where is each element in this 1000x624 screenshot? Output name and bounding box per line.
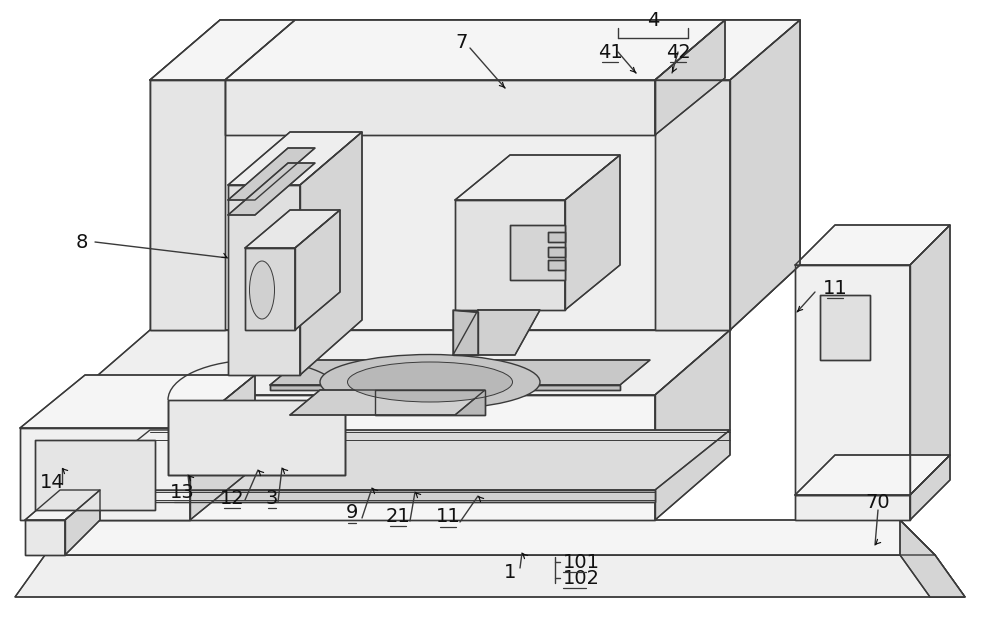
Polygon shape xyxy=(150,80,225,330)
Polygon shape xyxy=(150,80,730,330)
Polygon shape xyxy=(655,20,800,80)
Polygon shape xyxy=(245,248,295,330)
Polygon shape xyxy=(228,148,315,200)
Polygon shape xyxy=(225,20,725,80)
Text: 11: 11 xyxy=(823,278,847,298)
Polygon shape xyxy=(45,520,935,555)
Polygon shape xyxy=(548,260,565,270)
Polygon shape xyxy=(820,295,870,360)
Text: 8: 8 xyxy=(76,233,88,251)
Polygon shape xyxy=(228,132,362,185)
Polygon shape xyxy=(270,385,620,390)
Polygon shape xyxy=(730,20,800,330)
Text: 11: 11 xyxy=(436,507,460,527)
Polygon shape xyxy=(655,20,725,135)
Text: 12: 12 xyxy=(220,489,244,507)
Polygon shape xyxy=(270,360,650,385)
Text: 42: 42 xyxy=(666,42,690,62)
Polygon shape xyxy=(190,375,255,520)
Polygon shape xyxy=(25,520,65,555)
Polygon shape xyxy=(150,20,295,80)
Polygon shape xyxy=(225,80,655,135)
Ellipse shape xyxy=(320,354,540,409)
Polygon shape xyxy=(795,265,910,495)
Polygon shape xyxy=(25,490,100,520)
Polygon shape xyxy=(510,225,565,280)
Polygon shape xyxy=(228,163,315,215)
Text: 14: 14 xyxy=(40,472,64,492)
Text: 9: 9 xyxy=(346,504,358,522)
Text: 1: 1 xyxy=(504,562,516,582)
Polygon shape xyxy=(295,210,340,330)
Text: 101: 101 xyxy=(563,552,600,572)
Polygon shape xyxy=(655,330,730,520)
Polygon shape xyxy=(730,20,800,330)
Polygon shape xyxy=(15,555,965,597)
Polygon shape xyxy=(795,495,910,520)
Polygon shape xyxy=(65,490,100,555)
Polygon shape xyxy=(245,210,340,248)
Text: 102: 102 xyxy=(563,568,600,588)
Polygon shape xyxy=(300,132,362,375)
Polygon shape xyxy=(795,225,950,265)
Polygon shape xyxy=(75,330,730,395)
Polygon shape xyxy=(455,200,565,310)
Polygon shape xyxy=(910,455,950,520)
Polygon shape xyxy=(20,375,255,428)
Polygon shape xyxy=(453,310,478,355)
Polygon shape xyxy=(655,80,730,330)
Ellipse shape xyxy=(250,261,274,319)
Polygon shape xyxy=(910,225,950,495)
Polygon shape xyxy=(75,430,730,490)
Polygon shape xyxy=(35,440,155,510)
Polygon shape xyxy=(900,520,965,597)
Text: 3: 3 xyxy=(266,489,278,507)
Polygon shape xyxy=(168,400,345,475)
Polygon shape xyxy=(548,232,565,242)
Polygon shape xyxy=(455,155,620,200)
Polygon shape xyxy=(150,20,800,80)
Text: 21: 21 xyxy=(386,507,410,525)
Polygon shape xyxy=(290,390,485,415)
Text: 7: 7 xyxy=(456,32,468,52)
Polygon shape xyxy=(228,185,300,375)
Polygon shape xyxy=(20,428,190,520)
Polygon shape xyxy=(75,490,655,502)
Polygon shape xyxy=(453,310,540,355)
Text: 41: 41 xyxy=(598,42,622,62)
Text: 13: 13 xyxy=(170,482,194,502)
Ellipse shape xyxy=(348,362,512,402)
Polygon shape xyxy=(795,455,950,495)
Polygon shape xyxy=(548,247,565,257)
Text: 4: 4 xyxy=(647,11,659,29)
Polygon shape xyxy=(75,395,655,520)
Polygon shape xyxy=(375,390,485,415)
Polygon shape xyxy=(565,155,620,310)
Text: 70: 70 xyxy=(866,494,890,512)
